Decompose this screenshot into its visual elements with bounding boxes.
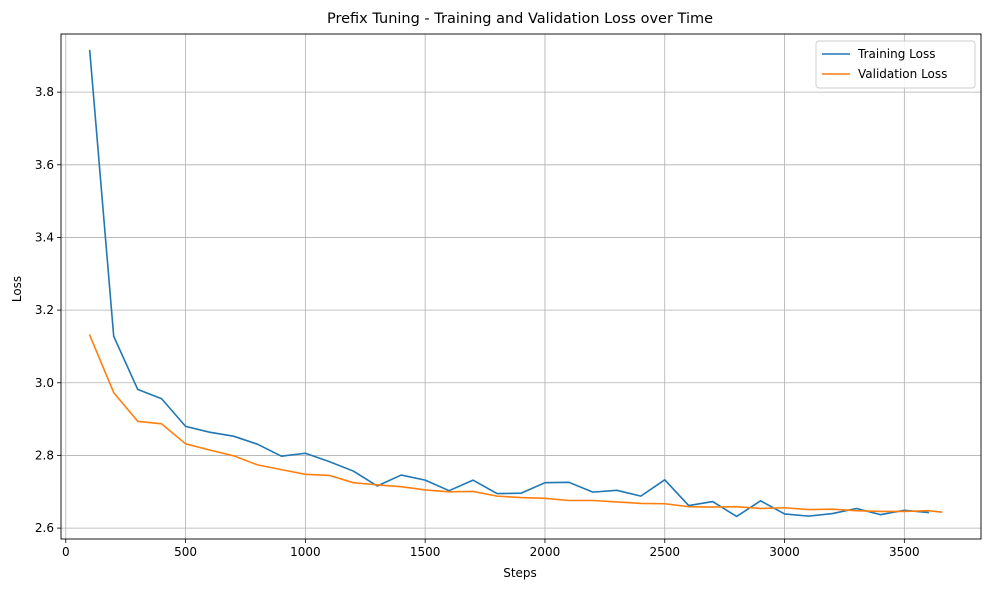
legend: Training Loss Validation Loss xyxy=(815,40,976,89)
grid-lines xyxy=(61,34,981,539)
legend-label: Validation Loss xyxy=(858,67,947,81)
x-tick-label: 3500 xyxy=(889,545,920,559)
y-axis-ticks: 2.6 2.8 3.0 3.2 3.4 3.6 3.8 xyxy=(35,85,61,535)
y-tick-label: 3.2 xyxy=(35,303,54,317)
y-tick-label: 3.0 xyxy=(35,376,54,390)
series-line-validation-loss xyxy=(88,334,943,514)
plot-frame xyxy=(60,33,982,540)
legend-box xyxy=(815,40,976,89)
y-tick-label: 2.6 xyxy=(35,521,54,535)
x-tick-label: 1000 xyxy=(290,545,321,559)
series-line-training-loss xyxy=(88,49,930,518)
x-axis-label: Steps xyxy=(503,566,537,580)
x-tick-label: 3000 xyxy=(769,545,800,559)
x-tick-label: 2000 xyxy=(530,545,561,559)
x-tick-label: 500 xyxy=(174,545,197,559)
y-axis-label: Loss xyxy=(10,276,24,302)
x-tick-label: 1500 xyxy=(410,545,441,559)
legend-label: Training Loss xyxy=(857,47,935,61)
y-tick-label: 2.8 xyxy=(35,448,54,462)
x-axis-ticks: 0 500 1000 1500 2000 2500 3000 3500 xyxy=(62,539,920,559)
y-tick-label: 3.8 xyxy=(35,85,54,99)
x-tick-label: 0 xyxy=(62,545,70,559)
series-lines xyxy=(88,49,943,518)
chart-title: Prefix Tuning - Training and Validation … xyxy=(327,11,713,27)
x-tick-label: 2500 xyxy=(649,545,680,559)
y-tick-label: 3.6 xyxy=(35,158,54,172)
y-tick-label: 3.4 xyxy=(35,230,54,244)
